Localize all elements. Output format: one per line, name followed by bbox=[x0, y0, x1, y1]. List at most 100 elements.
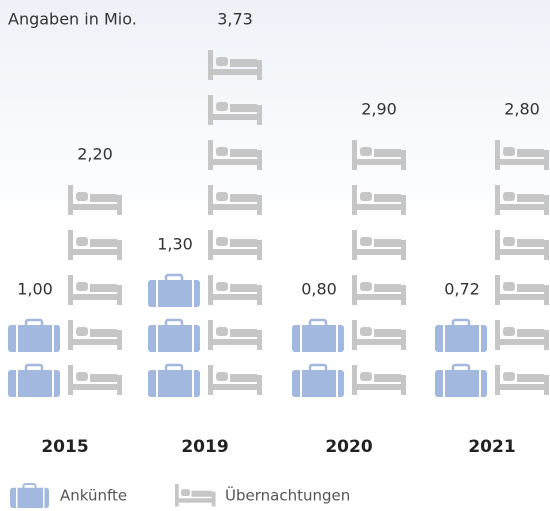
bed-part bbox=[257, 330, 262, 350]
bed-pillow bbox=[216, 102, 228, 111]
pictogram-stack bbox=[352, 140, 406, 395]
bed-part bbox=[374, 329, 401, 337]
bed-part bbox=[352, 275, 357, 305]
bed-part bbox=[352, 230, 357, 260]
bed-part bbox=[68, 249, 122, 255]
suitcase-gap bbox=[479, 325, 481, 352]
pictogram-stack bbox=[292, 318, 344, 397]
suitcase-gap bbox=[52, 325, 54, 352]
bed-part bbox=[208, 275, 213, 305]
bed-pillow bbox=[216, 372, 228, 381]
bed-part bbox=[495, 320, 500, 350]
bed-part bbox=[495, 294, 549, 300]
suitcase-gap bbox=[43, 487, 45, 508]
bed-part bbox=[211, 491, 216, 507]
bed-part bbox=[495, 249, 549, 255]
bed-part bbox=[68, 339, 122, 345]
bed-pillow bbox=[216, 282, 228, 291]
bed-pillow bbox=[360, 237, 372, 246]
bed-part bbox=[208, 230, 213, 260]
value-label: 1,30 bbox=[157, 235, 193, 254]
bed-part bbox=[68, 230, 73, 260]
bed-part bbox=[208, 159, 262, 165]
bed-part bbox=[517, 239, 544, 247]
bed-part bbox=[90, 374, 117, 382]
bed-part bbox=[374, 374, 401, 382]
bed-pillow bbox=[76, 192, 88, 201]
bed-part bbox=[544, 150, 549, 170]
bed-pillow bbox=[503, 147, 515, 156]
x-tick-label: 2015 bbox=[41, 437, 88, 457]
bed-part bbox=[230, 104, 257, 112]
suitcase-gap bbox=[156, 370, 158, 397]
bed-part bbox=[374, 149, 401, 157]
suitcase-gap bbox=[336, 370, 338, 397]
bed-part bbox=[68, 294, 122, 300]
value-label: 0,80 bbox=[301, 280, 337, 299]
pictogram-stack bbox=[208, 50, 262, 395]
pictogram-stack bbox=[495, 140, 549, 395]
suitcase-gap bbox=[192, 325, 194, 352]
pictogram-stack bbox=[8, 318, 60, 397]
bed-part bbox=[68, 320, 73, 350]
suitcase-gap bbox=[16, 325, 18, 352]
bed-part bbox=[257, 60, 262, 80]
bed-part bbox=[208, 185, 213, 215]
subtitle: Angaben in Mio. bbox=[8, 10, 137, 29]
bed-part bbox=[401, 375, 406, 395]
suitcase-gap bbox=[192, 280, 194, 307]
suitcase-body bbox=[435, 370, 487, 397]
bed-part bbox=[257, 105, 262, 125]
suitcase-gap bbox=[443, 370, 445, 397]
bed-pillow bbox=[216, 57, 228, 66]
x-tick-label: 2021 bbox=[468, 437, 515, 457]
bed-part bbox=[401, 195, 406, 215]
pictogram-stack bbox=[68, 185, 122, 395]
bed-part bbox=[495, 140, 500, 170]
pictogram-stack bbox=[435, 318, 487, 397]
bed-part bbox=[495, 384, 549, 390]
bed-part bbox=[352, 204, 406, 210]
bed-part bbox=[401, 150, 406, 170]
bed-part bbox=[544, 375, 549, 395]
suitcase-gap bbox=[300, 325, 302, 352]
bed-part bbox=[90, 239, 117, 247]
bed-part bbox=[352, 339, 406, 345]
bed-part bbox=[68, 275, 73, 305]
suitcase-gap bbox=[300, 370, 302, 397]
bed-part bbox=[117, 240, 122, 260]
bed-part bbox=[352, 365, 357, 395]
legend-label: Ankünfte bbox=[60, 487, 127, 505]
bed-part bbox=[208, 320, 213, 350]
bed-part bbox=[208, 95, 213, 125]
bed-part bbox=[208, 114, 262, 120]
bed-part bbox=[175, 484, 179, 507]
bed-part bbox=[495, 185, 500, 215]
bed-pillow bbox=[503, 192, 515, 201]
bed-part bbox=[544, 240, 549, 260]
bed-part bbox=[208, 249, 262, 255]
bed-pillow bbox=[503, 237, 515, 246]
bed-part bbox=[401, 330, 406, 350]
bed-pillow bbox=[76, 237, 88, 246]
bed-part bbox=[401, 240, 406, 260]
bed-part bbox=[517, 284, 544, 292]
bed-pillow bbox=[216, 192, 228, 201]
bed-part bbox=[257, 195, 262, 215]
bed-part bbox=[517, 194, 544, 202]
x-tick-label: 2019 bbox=[181, 437, 228, 457]
bed-pillow bbox=[216, 237, 228, 246]
bed-pillow bbox=[503, 372, 515, 381]
bed-part bbox=[257, 285, 262, 305]
bed-part bbox=[352, 294, 406, 300]
bed-part bbox=[352, 249, 406, 255]
bed-pillow bbox=[216, 327, 228, 336]
value-label: 2,20 bbox=[77, 145, 113, 164]
bed-part bbox=[257, 375, 262, 395]
bed-part bbox=[230, 149, 257, 157]
bed-pillow bbox=[360, 372, 372, 381]
bed-part bbox=[117, 195, 122, 215]
suitcase-gap bbox=[336, 325, 338, 352]
bed-part bbox=[230, 194, 257, 202]
